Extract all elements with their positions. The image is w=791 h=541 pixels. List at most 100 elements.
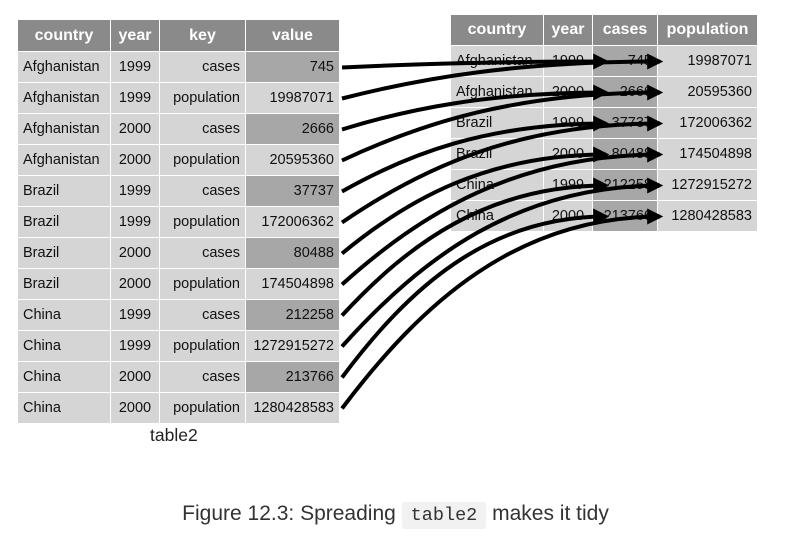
population-cell: 174504898 [658, 139, 758, 170]
table-row: Afghanistan 1999 population 19987071 [18, 83, 340, 114]
table-label: table2 [150, 425, 198, 445]
table-row: Brazil 1999 37737 172006362 [451, 108, 758, 139]
country-cell: China [18, 331, 111, 362]
spread-arrow [340, 208, 664, 410]
value-cell: 174504898 [246, 269, 340, 300]
long-table: country year key value Afghanistan 1999 … [18, 20, 340, 424]
country-cell: Brazil [18, 269, 111, 300]
value-cell: 2666 [246, 114, 340, 145]
year-cell: 2000 [544, 139, 593, 170]
header-year: year [111, 20, 160, 52]
header-year: year [544, 15, 593, 46]
cases-cell: 745 [593, 46, 658, 77]
table-row: Brazil 2000 population 174504898 [18, 269, 340, 300]
country-cell: China [451, 170, 544, 201]
year-cell: 2000 [111, 269, 160, 300]
population-cell: 1272915272 [658, 170, 758, 201]
key-cell: population [160, 331, 246, 362]
year-cell: 2000 [111, 114, 160, 145]
country-cell: Brazil [18, 238, 111, 269]
spread-arrow [340, 208, 610, 379]
value-cell: 20595360 [246, 145, 340, 176]
table-row: Brazil 1999 cases 37737 [18, 176, 340, 207]
table-row: Afghanistan 1999 cases 745 [18, 52, 340, 83]
table-row: China 2000 cases 213766 [18, 362, 340, 393]
country-cell: China [18, 393, 111, 424]
key-cell: population [160, 83, 246, 114]
header-country: country [18, 20, 111, 52]
value-cell: 745 [246, 52, 340, 83]
year-cell: 2000 [544, 201, 593, 232]
year-cell: 1999 [111, 176, 160, 207]
year-cell: 2000 [111, 145, 160, 176]
country-cell: Afghanistan [18, 52, 111, 83]
country-cell: Brazil [18, 207, 111, 238]
figure-caption: Figure 12.3: Spreading table2 makes it t… [0, 502, 791, 529]
key-cell: population [160, 145, 246, 176]
country-cell: Afghanistan [451, 77, 544, 108]
cases-cell: 213766 [593, 201, 658, 232]
year-cell: 1999 [111, 207, 160, 238]
value-cell: 213766 [246, 362, 340, 393]
country-cell: Afghanistan [18, 145, 111, 176]
value-cell: 212258 [246, 300, 340, 331]
population-cell: 19987071 [658, 46, 758, 77]
wide-table: country year cases population Afghanista… [451, 15, 758, 232]
year-cell: 1999 [111, 52, 160, 83]
key-cell: cases [160, 176, 246, 207]
population-cell: 20595360 [658, 77, 758, 108]
table-row: Brazil 2000 cases 80488 [18, 238, 340, 269]
caption-suffix: makes it tidy [492, 502, 609, 525]
value-cell: 1272915272 [246, 331, 340, 362]
year-cell: 2000 [544, 77, 593, 108]
long-table-header-row: country year key value [18, 20, 340, 52]
year-cell: 1999 [544, 170, 593, 201]
country-cell: Brazil [451, 139, 544, 170]
key-cell: population [160, 269, 246, 300]
country-cell: China [18, 362, 111, 393]
year-cell: 1999 [111, 331, 160, 362]
key-cell: cases [160, 114, 246, 145]
caption-prefix: Figure 12.3: Spreading [182, 502, 396, 525]
table-row: China 2000 213766 1280428583 [451, 201, 758, 232]
country-cell: Brazil [18, 176, 111, 207]
value-cell: 19987071 [246, 83, 340, 114]
header-value: value [246, 20, 340, 52]
country-cell: China [451, 201, 544, 232]
table-row: Afghanistan 2000 population 20595360 [18, 145, 340, 176]
key-cell: cases [160, 238, 246, 269]
table-row: Afghanistan 1999 745 19987071 [451, 46, 758, 77]
country-cell: Afghanistan [451, 46, 544, 77]
table-row: Afghanistan 2000 2666 20595360 [451, 77, 758, 108]
table-row: Brazil 2000 80488 174504898 [451, 139, 758, 170]
year-cell: 1999 [111, 300, 160, 331]
key-cell: population [160, 393, 246, 424]
year-cell: 1999 [111, 83, 160, 114]
wide-table-header-row: country year cases population [451, 15, 758, 46]
year-cell: 1999 [544, 108, 593, 139]
cases-cell: 2666 [593, 77, 658, 108]
cases-cell: 80488 [593, 139, 658, 170]
country-cell: Afghanistan [18, 114, 111, 145]
table-row: China 2000 population 1280428583 [18, 393, 340, 424]
table-row: Afghanistan 2000 cases 2666 [18, 114, 340, 145]
country-cell: Afghanistan [18, 83, 111, 114]
key-cell: cases [160, 362, 246, 393]
table-row: Brazil 1999 population 172006362 [18, 207, 340, 238]
header-cases: cases [593, 15, 658, 46]
value-cell: 172006362 [246, 207, 340, 238]
table-row: China 1999 cases 212258 [18, 300, 340, 331]
year-cell: 2000 [111, 393, 160, 424]
year-cell: 2000 [111, 238, 160, 269]
country-cell: China [18, 300, 111, 331]
table-row: China 1999 212258 1272915272 [451, 170, 758, 201]
table-row: China 1999 population 1272915272 [18, 331, 340, 362]
header-key: key [160, 20, 246, 52]
key-cell: cases [160, 300, 246, 331]
key-cell: population [160, 207, 246, 238]
year-cell: 1999 [544, 46, 593, 77]
country-cell: Brazil [451, 108, 544, 139]
value-cell: 37737 [246, 176, 340, 207]
year-cell: 2000 [111, 362, 160, 393]
population-cell: 1280428583 [658, 201, 758, 232]
